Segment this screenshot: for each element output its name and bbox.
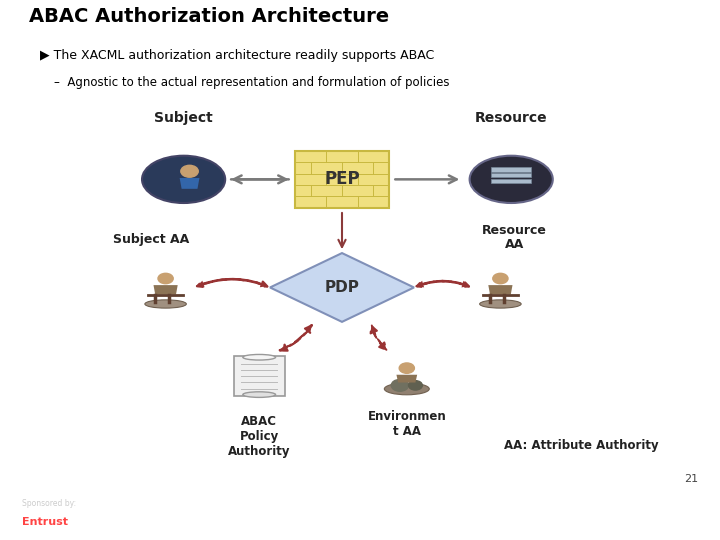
- FancyArrowPatch shape: [197, 279, 268, 287]
- Text: Environmen
t AA: Environmen t AA: [367, 410, 446, 438]
- Text: Entrust: Entrust: [22, 517, 68, 526]
- Text: AA: Attribute Authority: AA: Attribute Authority: [504, 439, 659, 452]
- FancyArrowPatch shape: [279, 325, 312, 351]
- FancyBboxPatch shape: [491, 173, 531, 178]
- Text: ABAC Authorization Architecture: ABAC Authorization Architecture: [29, 8, 389, 26]
- Circle shape: [158, 273, 174, 284]
- Text: Resource
AA: Resource AA: [482, 224, 547, 251]
- Circle shape: [181, 165, 198, 177]
- Ellipse shape: [480, 300, 521, 308]
- Circle shape: [391, 380, 408, 392]
- Ellipse shape: [243, 392, 276, 397]
- Text: 21: 21: [684, 474, 698, 484]
- Text: ABAC
Policy
Authority: ABAC Policy Authority: [228, 415, 290, 458]
- Text: PDP: PDP: [325, 280, 359, 295]
- Polygon shape: [153, 285, 178, 294]
- FancyBboxPatch shape: [491, 179, 531, 184]
- FancyArrowPatch shape: [280, 325, 312, 351]
- Text: Sponsored by:: Sponsored by:: [22, 499, 76, 508]
- FancyArrowPatch shape: [371, 326, 387, 350]
- Ellipse shape: [469, 156, 553, 203]
- FancyBboxPatch shape: [295, 151, 389, 207]
- Circle shape: [408, 381, 423, 390]
- Ellipse shape: [145, 300, 186, 308]
- FancyArrowPatch shape: [416, 281, 469, 287]
- Circle shape: [492, 273, 508, 284]
- Polygon shape: [270, 253, 414, 322]
- Text: OCRI: OCRI: [72, 517, 99, 526]
- Text: –  Agnostic to the actual representation and formulation of policies: – Agnostic to the actual representation …: [54, 76, 449, 89]
- Polygon shape: [180, 178, 199, 189]
- FancyArrowPatch shape: [371, 326, 387, 349]
- Text: PEP: PEP: [324, 170, 360, 188]
- FancyBboxPatch shape: [233, 356, 285, 396]
- Polygon shape: [488, 285, 513, 294]
- FancyArrowPatch shape: [197, 279, 267, 287]
- Text: Booz | Allen | Hamilton: Booz | Allen | Hamilton: [490, 506, 702, 524]
- Text: ▶ The XACML authorization architecture readily supports ABAC: ▶ The XACML authorization architecture r…: [40, 49, 434, 62]
- Circle shape: [399, 363, 415, 373]
- Polygon shape: [397, 375, 417, 382]
- Ellipse shape: [142, 156, 225, 203]
- Ellipse shape: [243, 354, 276, 360]
- Ellipse shape: [384, 383, 429, 395]
- Text: Subject AA: Subject AA: [113, 233, 189, 246]
- Text: Subject: Subject: [154, 111, 213, 125]
- FancyBboxPatch shape: [491, 167, 531, 172]
- Text: Resource: Resource: [475, 111, 547, 125]
- FancyArrowPatch shape: [417, 281, 469, 287]
